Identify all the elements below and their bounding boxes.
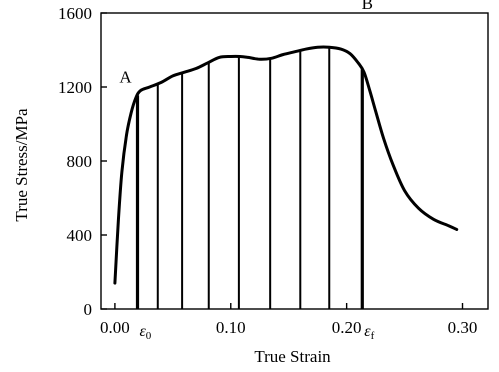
x-tick-label: 0.30: [448, 318, 478, 337]
curve-group: [113, 45, 459, 285]
epsilon-f-marker: εf: [364, 323, 374, 342]
marker-subscript: 0: [146, 330, 152, 342]
marker-subscript: f: [371, 330, 375, 342]
ticks-group: 0.00 0.10 0.20 0.30 0 400 800 1200 1600: [58, 4, 477, 337]
y-tick-label: 400: [67, 226, 93, 245]
labels-group: True Strain True Stress/MPa A Bε0 εf: [12, 0, 375, 366]
x-tick-label: 0.20: [332, 318, 362, 337]
x-tick-label: 0.00: [100, 318, 130, 337]
x-tick-label: 0.10: [216, 318, 246, 337]
y-axis-title: True Stress/MPa: [12, 108, 31, 222]
plot-frame-group: [100, 12, 489, 310]
x-axis-title: True Strain: [254, 347, 331, 366]
y-tick-label: 0: [84, 300, 93, 319]
y-tick-label: 1600: [58, 4, 92, 23]
epsilon-0-marker: ε0: [139, 323, 151, 342]
point-label-b: B: [362, 0, 373, 13]
vertical-lines-group: [135, 47, 364, 309]
stress-strain-curve: [113, 45, 459, 285]
plot-frame: [100, 12, 489, 310]
y-tick-label: 800: [67, 152, 93, 171]
point-label-a: A: [119, 67, 132, 86]
y-tick-label: 1200: [58, 78, 92, 97]
